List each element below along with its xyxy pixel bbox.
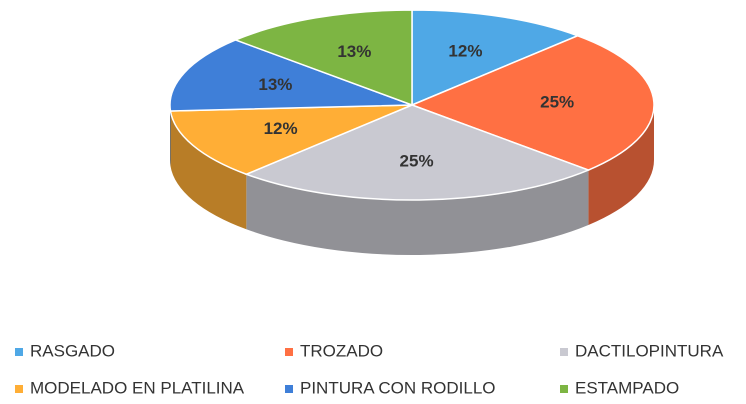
pie-slice <box>169 39 413 112</box>
data-label: 12% <box>448 41 482 60</box>
slice-side <box>588 105 654 226</box>
pie-labels: 12% 25% 25% 12% 13% 13% <box>258 41 574 170</box>
legend-label: MODELADO EN PLATILINA <box>30 378 245 397</box>
legend-swatch <box>15 385 23 393</box>
legend-swatch <box>15 348 23 356</box>
data-label: 25% <box>400 151 434 170</box>
pie-tops <box>169 9 655 201</box>
pie-slice <box>169 104 413 176</box>
legend-label: RASGADO <box>30 341 115 360</box>
legend-label: PINTURA CON RODILLO <box>300 378 496 397</box>
legend-swatch <box>285 385 293 393</box>
pie-slice <box>409 34 655 171</box>
slice-side <box>246 170 589 255</box>
legend-label: DACTILOPINTURA <box>575 341 724 360</box>
legend-label: TROZADO <box>300 341 383 360</box>
data-label: 13% <box>337 42 371 61</box>
pie-slice <box>411 9 580 107</box>
data-label: 13% <box>258 75 292 94</box>
slice-side <box>170 110 247 230</box>
pie-slice <box>233 9 413 107</box>
legend-swatch <box>560 385 568 393</box>
pie-sides <box>170 105 654 255</box>
data-label: 25% <box>540 93 574 112</box>
legend-swatch <box>560 348 568 356</box>
legend-label: ESTAMPADO <box>575 378 679 397</box>
data-label: 12% <box>264 119 298 138</box>
legend-swatch <box>285 348 293 356</box>
pie-slice <box>244 104 591 201</box>
